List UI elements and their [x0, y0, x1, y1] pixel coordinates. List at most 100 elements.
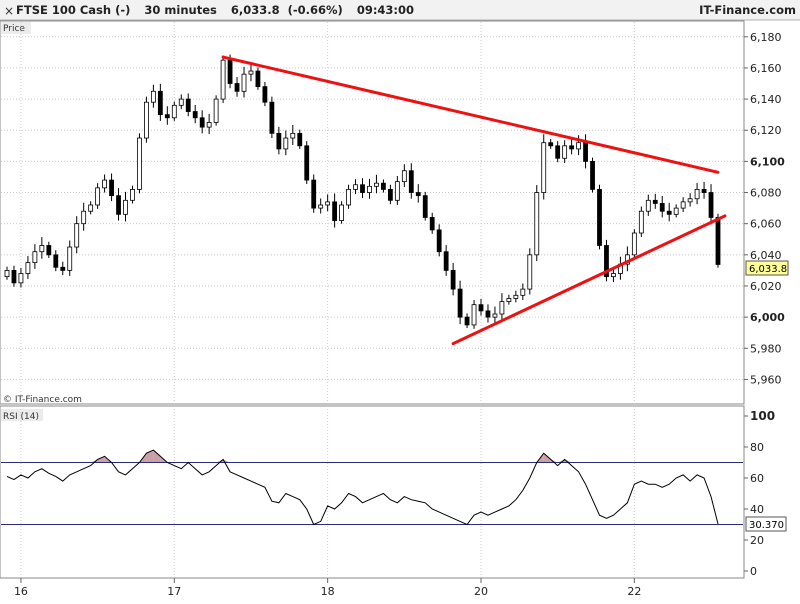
time-tick-label: 22 [627, 585, 641, 598]
rsi-overbought-fill [90, 459, 98, 463]
candle-down [604, 245, 609, 278]
candle-up [694, 189, 700, 200]
candle-down [408, 170, 414, 193]
candle-up [248, 70, 254, 75]
candle-down [590, 160, 595, 190]
candle-up [401, 170, 407, 183]
candle-down [304, 145, 310, 181]
header-last-price: 6,033.8 [231, 3, 280, 17]
candle-up [213, 98, 219, 123]
rsi-layer [1, 449, 743, 526]
candle-up [123, 199, 128, 215]
candle-down [478, 304, 484, 312]
candle-up [318, 204, 324, 209]
interval-label: 30 minutes [144, 3, 217, 17]
candle-up [638, 210, 644, 234]
last-rsi-value: 30.370 [749, 520, 784, 531]
price-tick-label: 6,180 [750, 31, 782, 44]
candle-down [227, 59, 233, 84]
price-tick-label: 6,120 [750, 124, 782, 137]
rsi-overbought-fill [146, 450, 154, 463]
candle-up [144, 101, 149, 139]
brand-label: IT-Finance.com [699, 3, 796, 17]
header-time: 09:43:00 [357, 3, 414, 17]
candle-down [436, 229, 442, 253]
candle-down [53, 254, 59, 268]
candle-down [192, 111, 198, 119]
price-tick-label: 6,000 [750, 311, 785, 324]
candle-up [241, 73, 247, 92]
candle-down [116, 195, 121, 215]
rsi-overbought-fill [216, 459, 224, 463]
price-tick-label: 6,160 [750, 62, 782, 75]
trendline-lower[interactable] [451, 214, 727, 346]
candle-down [464, 316, 470, 326]
header-close-mark[interactable]: × [4, 4, 14, 18]
price-panel-label: Price [3, 24, 25, 34]
candle-down [199, 117, 205, 128]
candle-down [276, 132, 282, 150]
time-tick-label: 16 [14, 585, 28, 598]
copyright-label: © IT-Finance.com [3, 395, 82, 405]
candle-up [562, 145, 568, 159]
rsi-overbought-fill [153, 450, 161, 463]
price-tick-label: 6,080 [750, 187, 782, 200]
candle-down [185, 98, 191, 112]
candle-down [297, 132, 303, 147]
rsi-panel-frame [0, 405, 745, 579]
candle-down [652, 199, 658, 204]
candle-up [81, 210, 87, 225]
rsi-tick-label: 0 [750, 565, 757, 578]
candle-up [220, 59, 226, 100]
candle-up [95, 187, 101, 206]
candle-down [457, 288, 463, 318]
candle-up [367, 185, 372, 193]
candle-up [88, 204, 94, 212]
price-panel-frame [0, 20, 745, 405]
candle-up [645, 199, 651, 212]
candle-down [555, 145, 561, 159]
svg-text:FTSE 100 Cash (-) 30 min: FTSE 100 Cash (-) 30 minutes 6,033.8 (-0… [16, 3, 414, 17]
price-tick-label: 5,980 [750, 342, 782, 355]
rsi-tick-label: 60 [750, 472, 764, 485]
candle-up [102, 179, 107, 189]
last-price-value: 6,033.8 [749, 264, 787, 275]
candle-up [290, 132, 296, 139]
candle-down [422, 195, 428, 218]
rsi-overbought-fill [543, 453, 551, 463]
rsi-overbought-fill [97, 456, 105, 463]
candle-down [311, 179, 317, 209]
candle-down [332, 201, 338, 221]
rsi-tick-label: 100 [750, 409, 775, 423]
candle-up [171, 104, 177, 119]
price-tick-label: 6,040 [750, 249, 782, 262]
time-tick-label: 18 [321, 585, 335, 598]
trendline-layer[interactable] [221, 55, 727, 346]
candle-up [513, 294, 519, 299]
candle-down [360, 184, 365, 193]
candle-up [178, 98, 184, 106]
candle-down [46, 245, 52, 256]
candle-up [32, 251, 38, 264]
candle-down [666, 210, 672, 215]
candle-down [715, 217, 721, 265]
candle-up [534, 192, 540, 256]
candle-layer [4, 54, 721, 329]
candle-up [471, 304, 477, 326]
price-tick-label: 6,140 [750, 93, 782, 106]
candle-down [157, 90, 163, 116]
candle-up [25, 262, 31, 274]
candle-down [11, 270, 17, 284]
candle-down [443, 251, 449, 271]
candle-down [701, 189, 707, 193]
trendline-upper[interactable] [221, 55, 720, 174]
candle-up [680, 201, 686, 209]
rsi-overbought-fill [564, 459, 572, 463]
rsi-overbought-fill [557, 459, 565, 463]
candle-up [18, 273, 24, 284]
candle-down [708, 192, 714, 218]
axis-layer: 6,180 6,160 6,140 6,120 6,100 6,080 6,060 6,040… [14, 31, 785, 598]
candle-up [611, 273, 616, 278]
